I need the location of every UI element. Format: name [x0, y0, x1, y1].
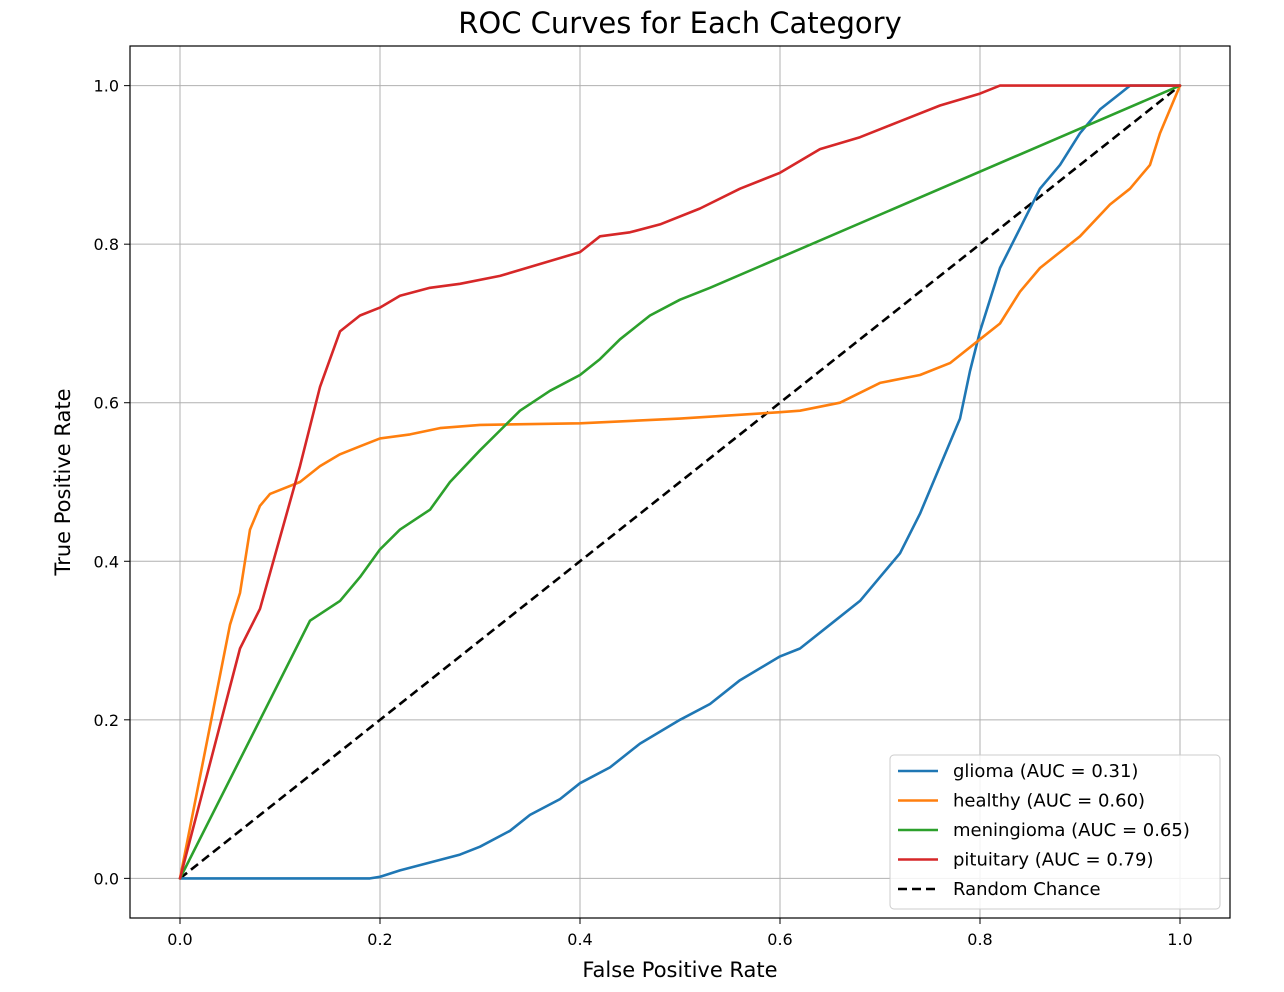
y-axis-label: True Positive Rate [51, 388, 75, 576]
legend-label: healthy (AUC = 0.60) [953, 791, 1145, 812]
legend-label: Random Chance [953, 879, 1101, 900]
legend-label: meningioma (AUC = 0.65) [953, 820, 1190, 841]
legend-label: glioma (AUC = 0.31) [953, 761, 1138, 782]
plot-frame [129, 45, 1231, 919]
series-line-glioma [178, 84, 1182, 880]
x-tick-label: 0.2 [367, 930, 392, 949]
series-line-meningioma [178, 84, 1182, 880]
x-axis-label: False Positive Rate [582, 958, 777, 982]
x-tick-label: 0.8 [967, 930, 992, 949]
series-line-pituitary [178, 84, 1182, 880]
axis-ticks: 0.0 0.2 0.4 0.6 0.8 1.0 0.0 0.2 0.4 0.6 0.8 1.0 [94, 77, 1193, 949]
legend-box [889, 754, 1221, 910]
grid-lines [130, 46, 1230, 918]
legend-label: pituitary (AUC = 0.79) [953, 850, 1153, 871]
x-tick-label: 0.0 [167, 930, 192, 949]
x-tick-label: 1.0 [1167, 930, 1192, 949]
x-tick-label: 0.6 [767, 930, 792, 949]
series-line-healthy [178, 84, 1182, 880]
y-tick-label: 0.6 [94, 394, 119, 413]
series-layer [178, 84, 1182, 880]
series-line-random [179, 84, 1181, 880]
y-tick-label: 0.4 [94, 552, 119, 571]
x-tick-label: 0.4 [567, 930, 592, 949]
legend: glioma (AUC = 0.31) healthy (AUC = 0.60) m… [889, 754, 1221, 910]
y-tick-label: 0.8 [94, 235, 119, 254]
y-tick-label: 0.0 [94, 869, 119, 888]
chart-title: ROC Curves for Each Category [458, 6, 902, 40]
y-tick-label: 0.2 [94, 711, 119, 730]
y-tick-label: 1.0 [94, 77, 119, 96]
